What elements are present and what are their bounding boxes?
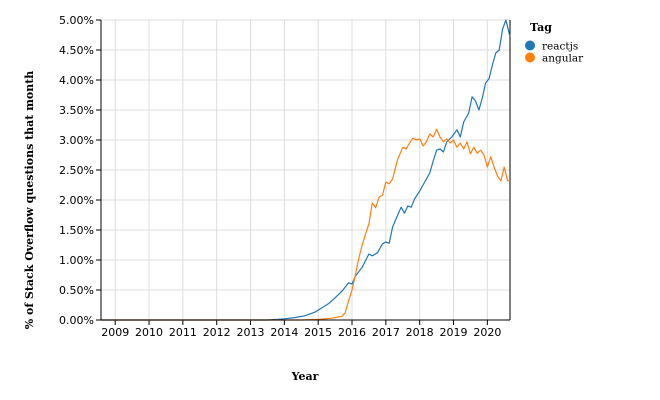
y-tick-label: 3.00% (59, 134, 94, 147)
x-tick-label: 2017 (372, 326, 400, 339)
y-axis-title: % of Stack Overflow questions that month (23, 71, 36, 330)
y-tick-label: 0.00% (59, 314, 94, 327)
y-tick-label: 1.50% (59, 224, 94, 237)
grid-lines (101, 19, 511, 321)
x-tick-label: 2020 (473, 326, 501, 339)
y-tick-label: 2.00% (59, 194, 94, 207)
x-tick-label: 2014 (270, 326, 298, 339)
x-axis-title: Year (291, 370, 319, 383)
y-tick-label: 2.50% (59, 164, 94, 177)
legend-label-reactjs: reactjs (542, 41, 578, 53)
x-tick-label: 2015 (304, 326, 332, 339)
y-tick-label: 4.50% (59, 44, 94, 57)
y-tick-label: 0.50% (59, 284, 94, 297)
x-tick-label: 2013 (237, 326, 265, 339)
series-line-angular (101, 128, 511, 321)
x-axis-ticks: 2009 2010 2011 2012 2013 2014 2015 2016 2017 2018… (101, 320, 501, 339)
legend-label-angular: angular (542, 53, 584, 65)
x-tick-label: 2012 (203, 326, 231, 339)
y-tick-label: 3.50% (59, 104, 94, 117)
y-axis-ticks: 0.00% 0.50% 1.00% 1.50% 2.00% 2.50% 3.00% 3.50%… (59, 14, 101, 327)
x-tick-label: 2018 (406, 326, 434, 339)
legend-swatch-reactjs (525, 40, 535, 51)
y-tick-label: 4.00% (59, 74, 94, 87)
series-lines (101, 19, 511, 321)
x-tick-label: 2010 (135, 326, 163, 339)
x-tick-label: 2016 (338, 326, 366, 339)
x-tick-label: 2009 (101, 326, 129, 339)
y-tick-label: 1.00% (59, 254, 94, 267)
legend-title: Tag (530, 21, 552, 34)
legend-swatch-angular (525, 52, 535, 63)
y-tick-label: 5.00% (59, 14, 94, 27)
x-tick-label: 2011 (169, 326, 197, 339)
series-line-reactjs (101, 19, 511, 321)
x-tick-label: 2019 (440, 326, 468, 339)
